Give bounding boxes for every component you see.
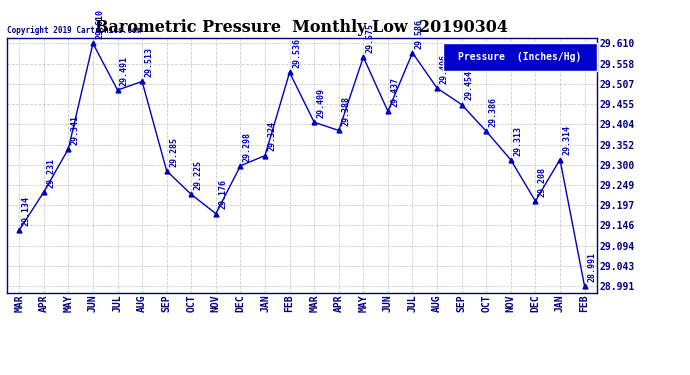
Text: 29.225: 29.225 (194, 160, 203, 190)
Text: 29.388: 29.388 (341, 96, 351, 126)
Text: 29.314: 29.314 (562, 125, 571, 155)
FancyBboxPatch shape (444, 43, 597, 70)
Text: 29.513: 29.513 (144, 47, 154, 77)
Text: 29.324: 29.324 (268, 122, 277, 152)
Text: 29.496: 29.496 (440, 54, 449, 84)
Text: 29.610: 29.610 (95, 9, 104, 39)
Text: 29.134: 29.134 (21, 196, 30, 226)
Text: 29.313: 29.313 (513, 126, 522, 156)
Text: 29.231: 29.231 (46, 158, 55, 188)
Text: 29.536: 29.536 (292, 38, 301, 68)
Text: 29.586: 29.586 (415, 19, 424, 49)
Text: 29.575: 29.575 (366, 23, 375, 53)
Text: Pressure  (Inches/Hg): Pressure (Inches/Hg) (458, 52, 582, 62)
Text: 29.386: 29.386 (489, 97, 497, 127)
Text: 29.454: 29.454 (464, 70, 473, 100)
Text: 29.176: 29.176 (218, 180, 227, 210)
Text: 29.437: 29.437 (391, 77, 400, 107)
Text: 29.208: 29.208 (538, 167, 547, 197)
Text: 29.341: 29.341 (71, 115, 80, 145)
Text: 29.298: 29.298 (243, 132, 252, 162)
Text: 29.409: 29.409 (317, 88, 326, 118)
Text: 29.285: 29.285 (169, 137, 178, 167)
Text: Copyright 2019 Cartronics.com: Copyright 2019 Cartronics.com (7, 26, 141, 35)
Text: 29.491: 29.491 (120, 56, 129, 86)
Title: Barometric Pressure  Monthly Low  20190304: Barometric Pressure Monthly Low 20190304 (95, 19, 509, 36)
Text: 28.991: 28.991 (587, 252, 596, 282)
